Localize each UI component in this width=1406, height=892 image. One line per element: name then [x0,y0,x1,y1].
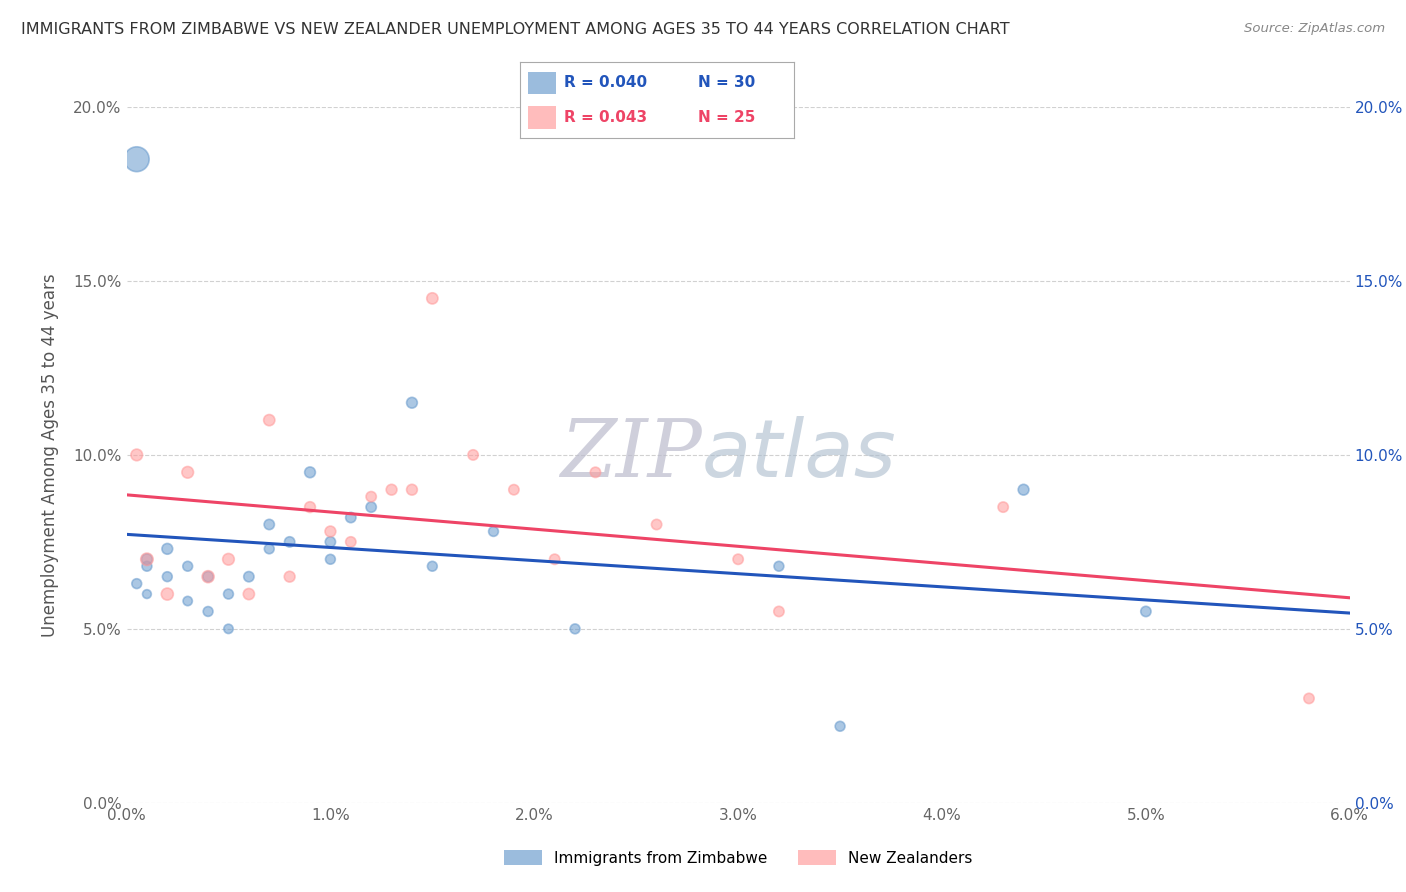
Point [401,483,423,497]
Point [463,448,485,462]
Point [125,152,148,166]
Point [259,517,281,532]
Point [278,534,301,549]
Point [125,576,148,591]
Text: ZIP: ZIP [560,417,702,493]
Point [177,594,200,608]
Point [544,552,567,566]
Point [482,524,505,539]
Text: N = 25: N = 25 [699,111,756,125]
Bar [529,71,555,95]
Point [197,605,219,619]
Text: IMMIGRANTS FROM ZIMBABWE VS NEW ZEALANDER UNEMPLOYMENT AMONG AGES 35 TO 44 YEARS: IMMIGRANTS FROM ZIMBABWE VS NEW ZEALANDE… [21,22,1010,37]
Point [360,490,382,504]
Point [422,291,444,305]
Point [135,552,157,566]
Bar [529,106,555,129]
Point [380,483,404,497]
Point [727,552,749,566]
Point [401,396,423,410]
Point [218,622,240,636]
Point [645,517,668,532]
Point [768,559,790,574]
Point [156,587,179,601]
Point [503,483,526,497]
Point [422,559,444,574]
Point [259,541,281,556]
Text: N = 30: N = 30 [699,76,755,90]
Text: Source: ZipAtlas.com: Source: ZipAtlas.com [1244,22,1385,36]
Point [1135,605,1157,619]
Point [340,534,363,549]
Point [299,500,322,514]
Point [319,524,342,539]
Point [218,587,240,601]
Point [319,534,342,549]
Point [830,719,852,733]
Point [135,552,157,566]
Point [177,466,200,480]
Point [218,552,240,566]
Point [360,500,382,514]
Point [197,570,219,584]
Point [278,570,301,584]
Point [564,622,586,636]
Point [993,500,1015,514]
Point [340,510,363,524]
Point [156,570,179,584]
Y-axis label: Unemployment Among Ages 35 to 44 years: Unemployment Among Ages 35 to 44 years [41,273,59,637]
Point [135,559,157,574]
Point [1012,483,1035,497]
Point [197,570,219,584]
Point [177,559,200,574]
Point [1298,691,1320,706]
Point [259,413,281,427]
Text: R = 0.040: R = 0.040 [564,76,647,90]
Point [585,466,607,480]
Legend: Immigrants from Zimbabwe, New Zealanders: Immigrants from Zimbabwe, New Zealanders [498,844,979,871]
Text: atlas: atlas [702,416,896,494]
Point [135,587,157,601]
Point [768,605,790,619]
Point [319,552,342,566]
Point [238,570,260,584]
Point [299,466,322,480]
Point [125,448,148,462]
Point [238,587,260,601]
Text: R = 0.043: R = 0.043 [564,111,647,125]
Point [156,541,179,556]
